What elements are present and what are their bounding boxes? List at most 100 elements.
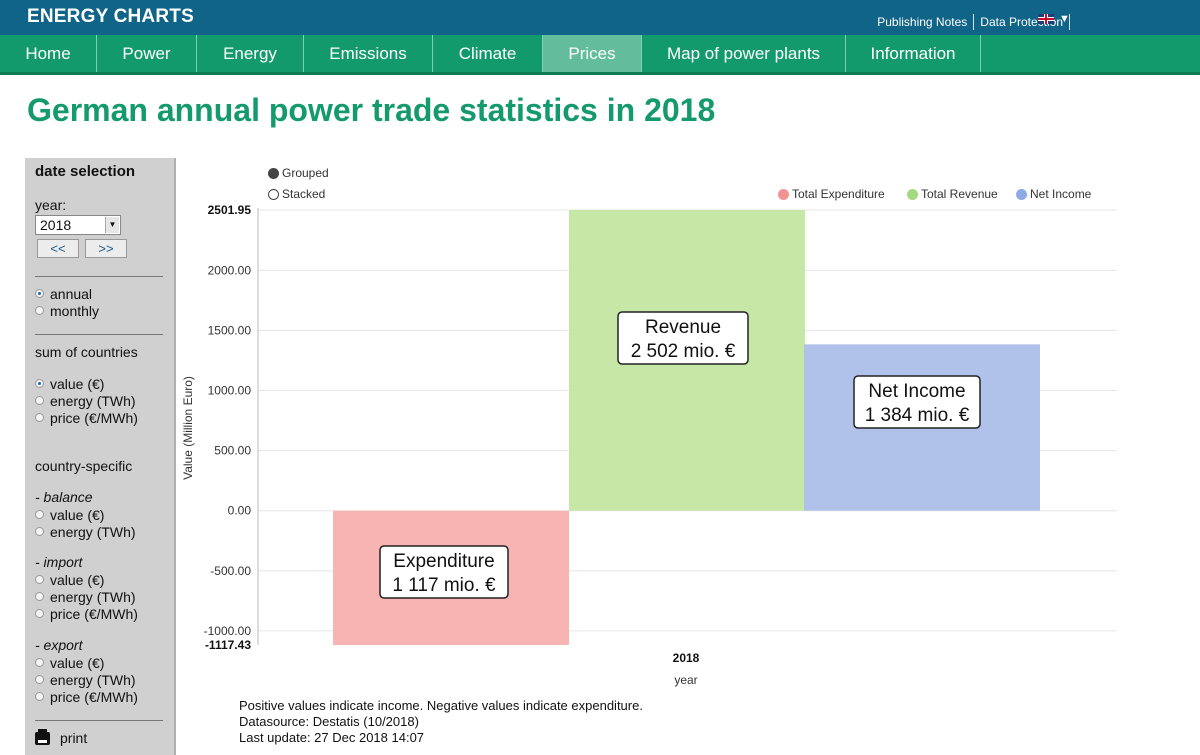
legend-label: Total Expenditure (792, 187, 885, 201)
radio-icon (35, 609, 44, 618)
radio-label: energy (TWh) (50, 671, 136, 688)
legend-label: Net Income (1030, 187, 1092, 201)
radio-label: value (€) (50, 654, 105, 671)
radio-import-price[interactable]: price (€/MWh) (35, 605, 138, 622)
radio-export-value[interactable]: value (€) (35, 654, 138, 671)
nav-prices[interactable]: Prices (543, 35, 642, 72)
y-tick-label: 1000.00 (208, 384, 252, 398)
y-max-label: 2501.95 (208, 203, 252, 217)
year-label: year: (35, 197, 67, 213)
radio-import-value[interactable]: value (€) (35, 571, 138, 588)
export-heading: - export (35, 637, 83, 653)
radio-sum-price[interactable]: price (€/MWh) (35, 409, 138, 426)
legend-swatch (778, 188, 789, 200)
y-tick-label: -1000.00 (204, 624, 252, 638)
legend-swatch (1016, 188, 1027, 200)
radio-icon (35, 675, 44, 684)
date-selection-sidebar: date selection year: 2018 ▼ << >> annual… (25, 158, 176, 755)
legend-net-income[interactable]: Net Income (1016, 187, 1091, 201)
radio-icon (35, 658, 44, 667)
radio-balance-value[interactable]: value (€) (35, 506, 136, 523)
language-dropdown-icon[interactable]: ▼ (1059, 13, 1070, 25)
nav-emissions[interactable]: Emissions (304, 35, 433, 72)
divider (35, 276, 163, 277)
radio-label: price (€/MWh) (50, 409, 138, 426)
radio-import-energy[interactable]: energy (TWh) (35, 588, 138, 605)
radio-icon (35, 592, 44, 601)
y-tick-label: 0.00 (228, 504, 252, 518)
net-income-callout-title: Net Income (868, 381, 965, 402)
export-radio-group: value (€) energy (TWh) price (€/MWh) (35, 654, 138, 705)
radio-icon (35, 306, 44, 315)
balance-heading: - balance (35, 489, 93, 505)
print-button[interactable]: print (35, 728, 87, 746)
radio-label: annual (50, 285, 93, 302)
radio-selected-icon (268, 167, 279, 179)
year-select[interactable]: 2018 ▼ (35, 215, 121, 235)
y-tick-label: 500.00 (214, 444, 251, 458)
revenue-callout-box (617, 311, 749, 365)
period-radio-group: annual monthly (35, 285, 99, 319)
data-protection-link[interactable]: Data Protection (980, 15, 1063, 29)
grouped-option[interactable]: Grouped (268, 166, 329, 180)
legend-total-expenditure[interactable]: Total Expenditure (778, 187, 885, 201)
sum-radio-group: value (€) energy (TWh) price (€/MWh) (35, 375, 138, 426)
y-tick-label: 1500.00 (208, 323, 252, 337)
radio-annual[interactable]: annual (35, 285, 99, 302)
sign-note: Positive values indicate income. Negativ… (239, 698, 643, 713)
radio-label: value (€) (50, 571, 105, 588)
previous-year-button[interactable]: << (37, 239, 79, 258)
radio-sum-value[interactable]: value (€) (35, 375, 138, 392)
x-tick-label: 2018 (673, 651, 700, 665)
legend-label: Total Revenue (921, 187, 998, 201)
y-tick-label: -500.00 (210, 564, 251, 578)
radio-icon (35, 413, 44, 422)
radio-monthly[interactable]: monthly (35, 302, 99, 319)
radio-balance-energy[interactable]: energy (TWh) (35, 523, 136, 540)
net-income-callout-box (853, 375, 981, 429)
stacked-option[interactable]: Stacked (268, 187, 325, 201)
stacked-label: Stacked (282, 187, 326, 201)
nav-energy[interactable]: Energy (197, 35, 304, 72)
radio-export-price[interactable]: price (€/MWh) (35, 688, 138, 705)
divider (973, 14, 975, 30)
revenue-callout-value: 2 502 mio. € (631, 341, 736, 362)
publishing-notes-link[interactable]: Publishing Notes (877, 15, 968, 29)
top-links: Publishing Notes Data Protection (871, 14, 1070, 30)
y-axis-label: Value (Million Euro) (181, 376, 195, 480)
x-axis-label: year (674, 673, 697, 687)
expenditure-callout-box (379, 545, 509, 599)
brand-logo[interactable]: ENERGY CHARTS (27, 6, 194, 27)
radio-icon (35, 510, 44, 519)
nav-climate[interactable]: Climate (433, 35, 543, 72)
divider (35, 334, 163, 335)
legend-total-revenue[interactable]: Total Revenue (907, 187, 998, 201)
nav-power[interactable]: Power (97, 35, 197, 72)
page-title: German annual power trade statistics in … (27, 92, 716, 128)
radio-icon (35, 527, 44, 536)
legend-swatch (907, 188, 918, 200)
radio-selected-icon (35, 379, 44, 388)
radio-icon (268, 188, 279, 200)
radio-label: energy (TWh) (50, 392, 136, 409)
radio-icon (35, 692, 44, 701)
date-selection-heading: date selection (35, 163, 136, 180)
top-bar: ENERGY CHARTS Publishing Notes Data Prot… (0, 0, 1200, 35)
uk-flag-icon[interactable] (1038, 14, 1054, 24)
radio-label: energy (TWh) (50, 523, 136, 540)
printer-icon (35, 728, 50, 745)
nav-map-of-power-plants[interactable]: Map of power plants (642, 35, 846, 72)
balance-radio-group: value (€) energy (TWh) (35, 506, 136, 540)
radio-sum-energy[interactable]: energy (TWh) (35, 392, 138, 409)
nav-home[interactable]: Home (0, 35, 97, 72)
grouped-label: Grouped (282, 166, 329, 180)
next-year-button[interactable]: >> (85, 239, 127, 258)
import-heading: - import (35, 554, 83, 570)
country-specific-heading: country-specific (35, 458, 133, 474)
radio-label: value (€) (50, 375, 105, 392)
nav-information[interactable]: Information (846, 35, 981, 72)
revenue-callout-title: Revenue (645, 317, 721, 338)
radio-label: price (€/MWh) (50, 688, 138, 705)
radio-export-energy[interactable]: energy (TWh) (35, 671, 138, 688)
trade-statistics-chart: Expenditure 1 117 mio. € Revenue 2 502 mio.… (181, 203, 1117, 687)
